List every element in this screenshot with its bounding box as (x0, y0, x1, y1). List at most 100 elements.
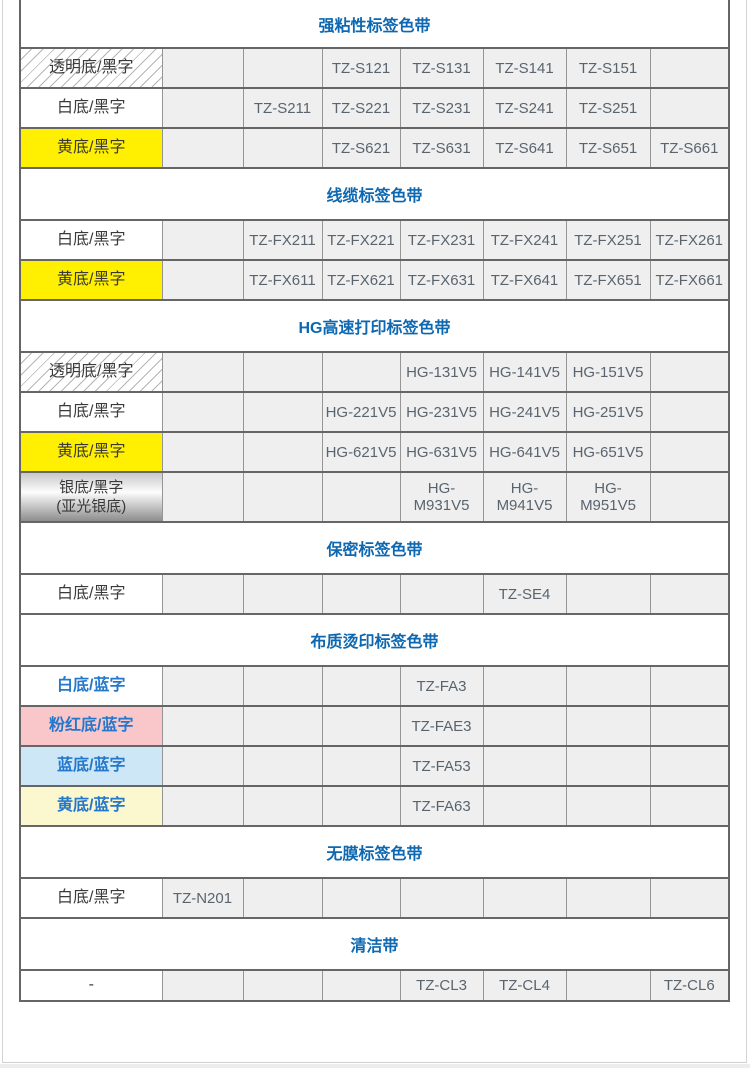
product-code-cell: TZ-CL4 (482, 969, 567, 1002)
table-row: 白底/黑字 TZ-S211 TZ-S221 TZ-S231 TZ-S241 TZ-S251 (19, 87, 730, 129)
section-title: HG高速打印标签色带 (19, 299, 730, 353)
table-row: 黄底/蓝字 TZ-FA63 (19, 785, 730, 827)
row-label-yellow: 黄底/黑字 (19, 127, 163, 169)
section-header-row: 强粘性标签色带 (19, 0, 730, 49)
empty-cell (565, 745, 651, 787)
empty-cell (161, 969, 244, 1002)
product-code-cell: HG-241V5 (482, 391, 567, 433)
product-code-cell: TZ-FAE3 (399, 705, 484, 747)
product-code-cell: TZ-FA53 (399, 745, 484, 787)
product-code-cell: HG-M941V5 (482, 471, 567, 523)
table-row: 透明底/黑字 TZ-S121 TZ-S131 TZ-S141 TZ-S151 (19, 47, 730, 89)
empty-cell (242, 705, 323, 747)
empty-cell (242, 431, 323, 473)
product-code-cell: HG-251V5 (565, 391, 651, 433)
product-code-cell: HG-231V5 (399, 391, 484, 433)
section-header-row: 布质烫印标签色带 (19, 613, 730, 667)
product-code-cell: TZ-S231 (399, 87, 484, 129)
section-title: 清洁带 (19, 917, 730, 971)
tape-compatibility-table: 强粘性标签色带 透明底/黑字 TZ-S121 TZ-S131 TZ-S141 TZ-S15… (19, 0, 730, 1002)
empty-cell (321, 969, 401, 1002)
product-code-cell: TZ-CL3 (399, 969, 484, 1002)
empty-cell (161, 47, 244, 89)
table-row: 透明底/黑字 HG-131V5 HG-141V5 HG-151V5 (19, 351, 730, 393)
table-row: 黄底/黑字 TZ-FX611 TZ-FX621 TZ-FX631 TZ-FX641 TZ-… (19, 259, 730, 301)
empty-cell (321, 471, 401, 523)
table-row: 黄底/黑字 HG-621V5 HG-631V5 HG-641V5 HG-651V5 (19, 431, 730, 473)
product-code-cell: TZ-S241 (482, 87, 567, 129)
product-code-cell: HG-131V5 (399, 351, 484, 393)
product-code-cell: TZ-FX211 (242, 219, 323, 261)
product-code-cell: HG-M931V5 (399, 471, 484, 523)
empty-cell (482, 877, 567, 919)
empty-cell (321, 573, 401, 615)
table-row: 粉红底/蓝字 TZ-FAE3 (19, 705, 730, 747)
product-code-cell: TZ-FX661 (649, 259, 730, 301)
section-header-row: HG高速打印标签色带 (19, 299, 730, 353)
row-label-white: 白底/黑字 (19, 391, 163, 433)
section-title: 保密标签色带 (19, 521, 730, 575)
product-code-cell: HG-641V5 (482, 431, 567, 473)
section-header-row: 无膜标签色带 (19, 825, 730, 879)
row-label-pink: 粉红底/蓝字 (19, 705, 163, 747)
empty-cell (242, 47, 323, 89)
empty-cell (321, 745, 401, 787)
row-label-white: 白底/蓝字 (19, 665, 163, 707)
product-code-cell: TZ-FX651 (565, 259, 651, 301)
product-code-cell: HG-141V5 (482, 351, 567, 393)
empty-cell (242, 351, 323, 393)
empty-cell (242, 877, 323, 919)
empty-cell (649, 47, 730, 89)
empty-cell (649, 705, 730, 747)
empty-cell (321, 665, 401, 707)
row-label-silver: 银底/黑字 (亚光银底) (19, 471, 163, 523)
empty-cell (161, 219, 244, 261)
table-row: 白底/黑字 TZ-N201 (19, 877, 730, 919)
empty-cell (482, 745, 567, 787)
empty-cell (565, 665, 651, 707)
empty-cell (242, 785, 323, 827)
product-code-cell: TZ-S621 (321, 127, 401, 169)
empty-cell (321, 705, 401, 747)
product-code-cell: HG-631V5 (399, 431, 484, 473)
product-code-cell: TZ-S141 (482, 47, 567, 89)
empty-cell (565, 785, 651, 827)
product-code-cell: TZ-FX231 (399, 219, 484, 261)
empty-cell (161, 573, 244, 615)
product-code-cell: TZ-S641 (482, 127, 567, 169)
section-title: 布质烫印标签色带 (19, 613, 730, 667)
product-code-cell: TZ-S121 (321, 47, 401, 89)
empty-cell (242, 127, 323, 169)
row-label-white: - (19, 969, 163, 1002)
empty-cell (399, 877, 484, 919)
product-code-cell: TZ-CL6 (649, 969, 730, 1002)
product-code-cell: TZ-FA3 (399, 665, 484, 707)
empty-cell (161, 471, 244, 523)
table-row: 白底/黑字 HG-221V5 HG-231V5 HG-241V5 HG-251V5 (19, 391, 730, 433)
empty-cell (321, 785, 401, 827)
table-row: - TZ-CL3 TZ-CL4 TZ-CL6 (19, 969, 730, 1002)
product-code-cell: TZ-S151 (565, 47, 651, 89)
product-code-cell: TZ-S211 (242, 87, 323, 129)
row-label-lightblue: 蓝底/蓝字 (19, 745, 163, 787)
empty-cell (161, 785, 244, 827)
row-label-white: 白底/黑字 (19, 573, 163, 615)
page-bottom-divider (0, 1064, 750, 1068)
empty-cell (649, 573, 730, 615)
empty-cell (482, 705, 567, 747)
row-label-white: 白底/黑字 (19, 219, 163, 261)
empty-cell (649, 745, 730, 787)
empty-cell (161, 745, 244, 787)
row-label-white: 白底/黑字 (19, 877, 163, 919)
empty-cell (161, 705, 244, 747)
empty-cell (565, 969, 651, 1002)
product-code-cell: TZ-FX631 (399, 259, 484, 301)
empty-cell (649, 351, 730, 393)
product-code-cell: TZ-S631 (399, 127, 484, 169)
section-title: 强粘性标签色带 (19, 0, 730, 49)
empty-cell (161, 87, 244, 129)
empty-cell (649, 785, 730, 827)
empty-cell (161, 259, 244, 301)
empty-cell (399, 573, 484, 615)
product-code-cell: TZ-FX241 (482, 219, 567, 261)
